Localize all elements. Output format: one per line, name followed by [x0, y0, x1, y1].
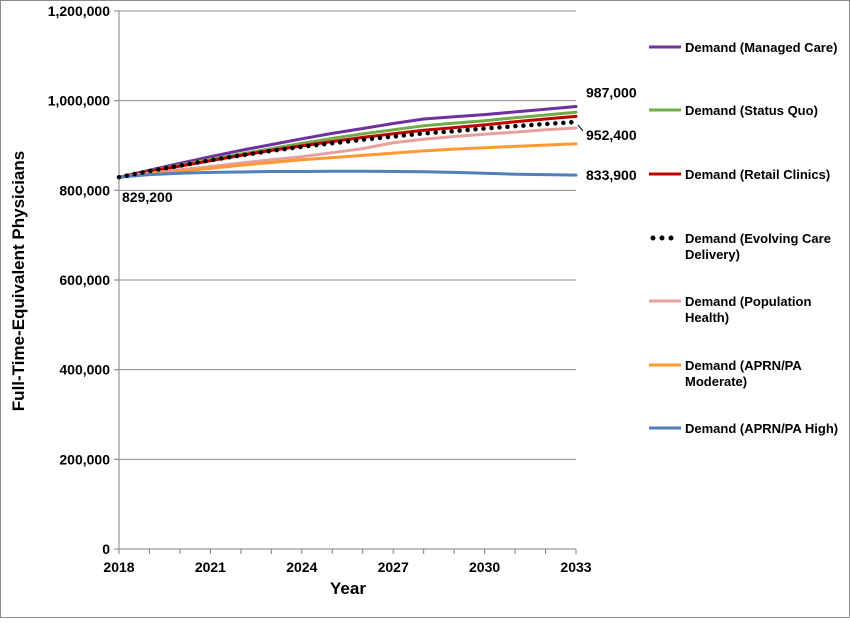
- legend-label: Delivery): [685, 247, 740, 262]
- series-line: [117, 126, 578, 179]
- legend-label: Demand (Status Quo): [685, 103, 818, 118]
- legend-label: Demand (Evolving Care: [685, 231, 831, 246]
- legend-label: Demand (APRN/PA: [685, 358, 802, 373]
- y-tick-label: 200,000: [59, 451, 110, 467]
- y-axis-title: Full-Time-Equivalent Physicians: [9, 151, 28, 411]
- legend-label: Demand (Population: [685, 294, 811, 309]
- x-tick-label: 2024: [286, 559, 317, 575]
- series-line: [116, 119, 579, 180]
- y-tick-label: 1,000,000: [48, 93, 110, 109]
- y-tick-label: 800,000: [59, 182, 110, 198]
- data-label: 987,000: [586, 84, 637, 100]
- series-lines: [116, 105, 579, 180]
- x-axis-title: Year: [330, 579, 366, 598]
- grid-lines: [119, 10, 576, 460]
- legend-label: Demand (APRN/PA High): [685, 421, 838, 436]
- legend-label: Demand (Retail Clinics): [685, 167, 830, 182]
- x-tick-label: 2018: [103, 559, 134, 575]
- legend-label: Moderate): [685, 374, 747, 389]
- y-tick-label: 1,200,000: [48, 3, 110, 19]
- legend-label: Demand (Managed Care): [685, 40, 837, 55]
- series-line: [117, 105, 578, 179]
- axes: 0 200,000 400,000 600,000 800,000 1,000,000 1,…: [48, 3, 592, 575]
- x-tick-label: 2030: [469, 559, 500, 575]
- series-line: [117, 169, 578, 179]
- x-tick-label: 2021: [195, 559, 226, 575]
- y-tick-label: 400,000: [59, 362, 110, 378]
- data-label: 833,900: [586, 167, 637, 183]
- legend-label: Health): [685, 310, 729, 325]
- leader-line: [577, 124, 584, 132]
- y-tick-label: 600,000: [59, 272, 110, 288]
- legend: Demand (Managed Care) Demand (Status Quo)…: [649, 40, 838, 436]
- x-tick-label: 2027: [378, 559, 409, 575]
- data-annotations: 829,200 987,000 952,400 833,900: [122, 84, 637, 205]
- y-tick-label: 0: [102, 541, 110, 557]
- x-tick-label: 2033: [560, 559, 591, 575]
- data-label: 952,400: [586, 127, 637, 143]
- data-label: 829,200: [122, 189, 173, 205]
- series-line: [117, 142, 578, 179]
